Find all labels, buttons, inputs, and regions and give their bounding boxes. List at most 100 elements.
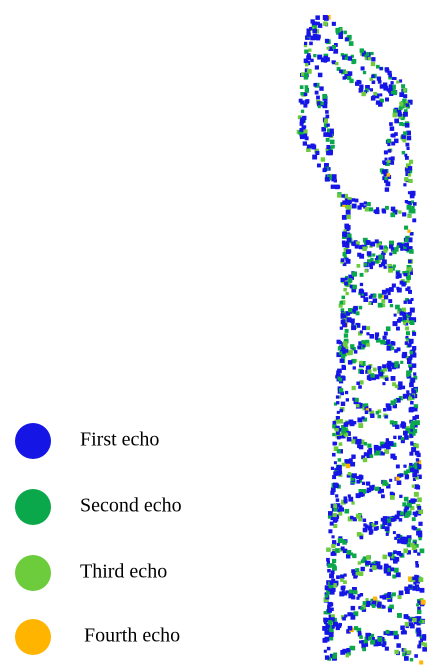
point xyxy=(413,202,417,206)
point xyxy=(409,618,412,621)
point xyxy=(406,331,410,335)
point xyxy=(363,519,367,523)
point xyxy=(327,47,330,50)
point xyxy=(416,628,421,633)
point xyxy=(403,112,408,117)
point xyxy=(393,559,398,564)
point xyxy=(384,150,388,154)
point xyxy=(412,526,416,530)
point xyxy=(394,399,397,402)
point xyxy=(387,71,391,75)
point xyxy=(366,556,370,560)
point xyxy=(389,87,393,91)
point xyxy=(335,548,340,553)
point xyxy=(325,655,329,659)
point xyxy=(376,207,379,210)
point xyxy=(366,240,371,245)
point xyxy=(333,513,337,517)
point xyxy=(420,549,425,554)
point xyxy=(300,85,304,89)
point xyxy=(399,102,403,106)
point xyxy=(399,92,404,97)
point xyxy=(347,234,352,239)
point xyxy=(402,502,406,506)
point xyxy=(404,656,409,661)
point xyxy=(340,359,344,363)
point xyxy=(378,637,383,642)
point xyxy=(405,341,409,345)
point xyxy=(360,283,363,286)
point xyxy=(394,322,398,326)
point xyxy=(360,273,364,277)
point xyxy=(403,183,406,186)
point xyxy=(339,70,343,74)
point xyxy=(374,521,378,525)
point xyxy=(351,615,356,620)
point xyxy=(363,458,367,462)
point xyxy=(397,288,402,293)
point xyxy=(375,332,379,336)
point xyxy=(362,326,366,330)
point xyxy=(363,528,368,533)
point xyxy=(395,425,400,430)
point xyxy=(374,92,378,96)
point xyxy=(415,561,418,564)
point xyxy=(341,429,346,434)
point xyxy=(341,586,346,591)
point xyxy=(391,341,394,344)
point xyxy=(365,410,369,414)
point xyxy=(334,179,337,182)
point xyxy=(341,347,345,351)
point xyxy=(386,630,390,634)
point xyxy=(368,57,371,60)
point xyxy=(337,340,341,344)
point xyxy=(407,650,411,654)
point xyxy=(347,437,352,442)
point xyxy=(324,101,328,105)
point xyxy=(313,83,317,87)
point xyxy=(399,553,403,557)
point xyxy=(341,354,345,358)
point xyxy=(358,80,362,84)
point xyxy=(402,354,405,357)
point xyxy=(384,177,387,180)
point xyxy=(364,452,368,456)
point xyxy=(389,122,393,126)
legend-swatch xyxy=(15,489,51,525)
point xyxy=(359,635,363,639)
point xyxy=(352,386,356,390)
point xyxy=(361,559,365,563)
point xyxy=(396,534,400,538)
point xyxy=(409,249,414,254)
point xyxy=(390,213,395,218)
point xyxy=(400,511,404,515)
point xyxy=(313,36,317,40)
point xyxy=(394,119,399,124)
point xyxy=(335,494,338,497)
point xyxy=(312,29,317,34)
point xyxy=(333,524,337,528)
point xyxy=(356,311,360,315)
point xyxy=(415,420,420,425)
point xyxy=(383,336,387,340)
point xyxy=(362,482,365,485)
point xyxy=(352,198,356,202)
point xyxy=(303,130,307,134)
point xyxy=(406,374,409,377)
point xyxy=(403,549,408,554)
point xyxy=(330,491,334,495)
point xyxy=(370,52,373,55)
point xyxy=(381,299,385,303)
point xyxy=(323,618,327,622)
point xyxy=(388,149,392,153)
point xyxy=(359,445,364,450)
point xyxy=(329,632,334,637)
point xyxy=(403,431,408,436)
point xyxy=(416,531,421,536)
point xyxy=(406,390,409,393)
point xyxy=(382,643,386,647)
point xyxy=(300,135,305,140)
point xyxy=(346,654,350,658)
point xyxy=(329,150,334,155)
point xyxy=(389,479,392,482)
